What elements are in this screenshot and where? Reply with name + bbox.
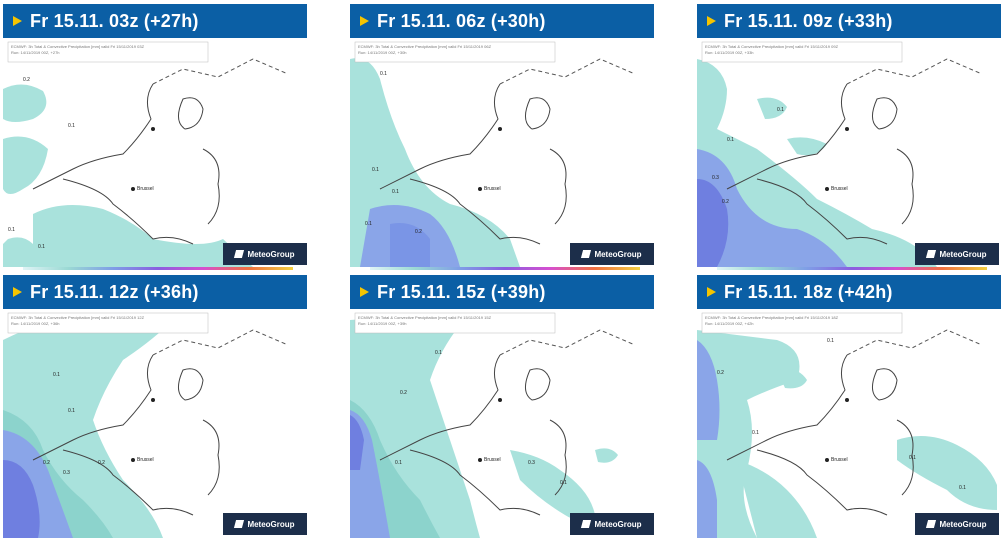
value-label: 0.1 — [372, 167, 379, 173]
precipitation-colorbar — [370, 267, 640, 270]
precipitation-map[interactable]: ECMWF: 3h Total & Convective Precipitati… — [3, 310, 307, 538]
meteogroup-logo-icon — [926, 520, 937, 528]
value-label: 0.1 — [8, 227, 15, 233]
value-label: 0.1 — [68, 408, 75, 414]
meteogroup-logo: MeteoGroup — [223, 513, 307, 535]
value-label: 0.1 — [68, 123, 75, 129]
value-label: 0.2 — [23, 77, 30, 83]
map-header-line2: Run: 14/11/2019 00Z, +39h — [358, 321, 407, 326]
forecast-panel-4[interactable]: Fr 15.11. 12z (+36h) ECMWF: 3h Total & C… — [3, 275, 307, 540]
value-label: 0.2 — [717, 370, 724, 376]
map-header-line2: Run: 14/11/2019 00Z, +36h — [11, 321, 60, 326]
value-label: 0.1 — [777, 107, 784, 113]
precipitation-colorbar — [717, 267, 987, 270]
meteogroup-logo-icon — [234, 520, 245, 528]
precipitation-map[interactable]: ECMWF: 3h Total & Convective Precipitati… — [350, 310, 654, 538]
meteogroup-logo: MeteoGroup — [570, 513, 654, 535]
forecast-panel-1[interactable]: Fr 15.11. 03z (+27h) ECMWF: 3h Total & C… — [3, 4, 307, 270]
meteogroup-logo: MeteoGroup — [223, 243, 307, 265]
map-header-line1: ECMWF: 3h Total & Convective Precipitati… — [705, 44, 839, 49]
precipitation-map[interactable]: ECMWF: 3h Total & Convective Precipitati… — [697, 39, 1001, 267]
map-header-line1: ECMWF: 3h Total & Convective Precipitati… — [358, 315, 492, 320]
value-label: 0.1 — [560, 480, 567, 486]
value-label: 0.1 — [38, 244, 45, 250]
value-label: 0.2 — [43, 460, 50, 466]
panel-title: Fr 15.11. 15z (+39h) — [377, 281, 546, 302]
meteogroup-logo-icon — [926, 250, 937, 258]
value-label: 0.1 — [53, 372, 60, 378]
value-label: 0.3 — [712, 175, 719, 181]
meteogroup-logo-icon — [234, 250, 245, 258]
panel-title: Fr 15.11. 18z (+42h) — [724, 281, 893, 302]
value-label: 0.2 — [98, 460, 105, 466]
city-label: Brussel — [137, 457, 154, 463]
map-header-line1: ECMWF: 3h Total & Convective Precipitati… — [358, 44, 492, 49]
precipitation-map[interactable]: ECMWF: 3h Total & Convective Precipitati… — [3, 39, 307, 267]
value-label: 0.1 — [392, 189, 399, 195]
play-arrow-icon — [707, 287, 716, 297]
meteogroup-logo: MeteoGroup — [570, 243, 654, 265]
play-arrow-icon — [13, 287, 22, 297]
play-arrow-icon — [13, 16, 22, 26]
city-label: Brussel — [484, 457, 501, 463]
map-header-line2: Run: 14/11/2019 00Z, +33h — [705, 50, 754, 55]
map-header-line2: Run: 14/11/2019 00Z, +30h — [358, 50, 407, 55]
value-label: 0.3 — [63, 470, 70, 476]
city-label: Brussel — [831, 457, 848, 463]
play-arrow-icon — [360, 16, 369, 26]
panel-header[interactable]: Fr 15.11. 09z (+33h) — [697, 4, 1001, 38]
precipitation-colorbar — [23, 267, 293, 270]
forecast-panel-6[interactable]: Fr 15.11. 18z (+42h) ECMWF: 3h Total & C… — [697, 275, 1001, 540]
city-label: Brussel — [484, 186, 501, 192]
map-header-line1: ECMWF: 3h Total & Convective Precipitati… — [11, 315, 145, 320]
forecast-panel-2[interactable]: Fr 15.11. 06z (+30h) ECMWF: 3h Total & C… — [350, 4, 654, 270]
panel-header[interactable]: Fr 15.11. 15z (+39h) — [350, 275, 654, 309]
panel-header[interactable]: Fr 15.11. 06z (+30h) — [350, 4, 654, 38]
value-label: 0.1 — [752, 430, 759, 436]
map-header-line1: ECMWF: 3h Total & Convective Precipitati… — [705, 315, 839, 320]
city-label: Brussel — [831, 186, 848, 192]
precipitation-map[interactable]: ECMWF: 3h Total & Convective Precipitati… — [350, 39, 654, 267]
value-label: 0.2 — [400, 390, 407, 396]
play-arrow-icon — [707, 16, 716, 26]
value-label: 0.1 — [395, 460, 402, 466]
panel-header[interactable]: Fr 15.11. 03z (+27h) — [3, 4, 307, 38]
panel-header[interactable]: Fr 15.11. 18z (+42h) — [697, 275, 1001, 309]
map-header-line2: Run: 14/11/2019 00Z, +42h — [705, 321, 754, 326]
value-label: 0.1 — [827, 338, 834, 344]
panel-title: Fr 15.11. 06z (+30h) — [377, 10, 546, 31]
meteogroup-logo: MeteoGroup — [915, 243, 999, 265]
meteogroup-logo-icon — [581, 520, 592, 528]
play-arrow-icon — [360, 287, 369, 297]
value-label: 0.1 — [435, 350, 442, 356]
value-label: 0.2 — [722, 199, 729, 205]
forecast-panel-3[interactable]: Fr 15.11. 09z (+33h) ECMWF: 3h Total & C… — [697, 4, 1001, 270]
value-label: 0.2 — [415, 229, 422, 235]
panel-title: Fr 15.11. 03z (+27h) — [30, 10, 199, 31]
map-header-line1: ECMWF: 3h Total & Convective Precipitati… — [11, 44, 145, 49]
panel-header[interactable]: Fr 15.11. 12z (+36h) — [3, 275, 307, 309]
value-label: 0.1 — [365, 221, 372, 227]
forecast-panel-5[interactable]: Fr 15.11. 15z (+39h) ECMWF: 3h Total & C… — [350, 275, 654, 540]
panel-title: Fr 15.11. 09z (+33h) — [724, 10, 893, 31]
meteogroup-logo-icon — [581, 250, 592, 258]
value-label: 0.1 — [909, 455, 916, 461]
city-label: Brussel — [137, 186, 154, 192]
value-label: 0.1 — [380, 71, 387, 77]
precipitation-map[interactable]: ECMWF: 3h Total & Convective Precipitati… — [697, 310, 1001, 538]
value-label: 0.3 — [528, 460, 535, 466]
value-label: 0.1 — [959, 485, 966, 491]
panel-title: Fr 15.11. 12z (+36h) — [30, 281, 199, 302]
value-label: 0.1 — [727, 137, 734, 143]
meteogroup-logo: MeteoGroup — [915, 513, 999, 535]
map-header-line2: Run: 14/11/2019 00Z, +27h — [11, 50, 60, 55]
